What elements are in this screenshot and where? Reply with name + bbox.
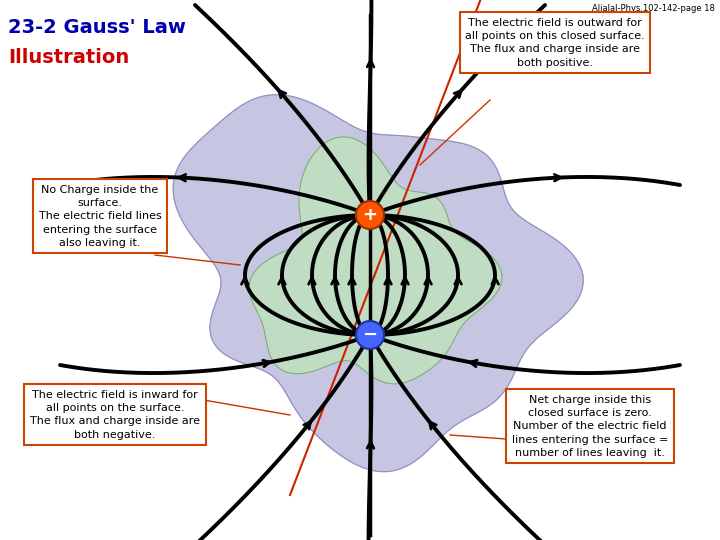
Text: −: − [362, 326, 377, 344]
Polygon shape [249, 137, 502, 384]
Polygon shape [174, 94, 583, 471]
Text: Illustration: Illustration [8, 48, 130, 67]
Text: The electric field is outward for
all points on this closed surface.
The flux an: The electric field is outward for all po… [465, 18, 645, 68]
Text: Aljalal-Phys.102-142-page 18: Aljalal-Phys.102-142-page 18 [592, 4, 715, 13]
Circle shape [356, 321, 384, 349]
Text: +: + [362, 206, 377, 224]
Text: No Charge inside the
surface.
The electric field lines
entering the surface
also: No Charge inside the surface. The electr… [39, 185, 161, 248]
Text: The electric field is inward for
all points on the surface.
The flux and charge : The electric field is inward for all poi… [30, 390, 200, 440]
Text: 23-2 Gauss' Law: 23-2 Gauss' Law [8, 18, 186, 37]
Text: Net charge inside this
closed surface is zero.
Number of the electric field
line: Net charge inside this closed surface is… [512, 395, 668, 458]
Circle shape [356, 201, 384, 229]
